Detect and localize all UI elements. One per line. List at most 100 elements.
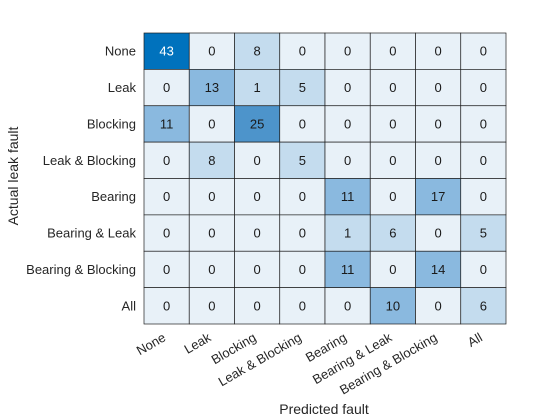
heatmap-cell	[234, 141, 281, 179]
y-tick-label-blocking: Blocking	[87, 116, 136, 131]
cell-value-label: 5	[299, 153, 306, 168]
y-tick-label-leak: Leak	[108, 80, 137, 95]
cell-value-label: 0	[254, 189, 261, 204]
cell-value-label: 0	[299, 298, 306, 313]
heatmap-cell	[369, 287, 416, 325]
heatmap-cell	[143, 105, 190, 143]
cell-value-label: 0	[299, 226, 306, 241]
cell-value-label: 0	[163, 189, 170, 204]
heatmap-cell	[460, 105, 507, 143]
cell-value-label: 0	[163, 262, 170, 277]
y-axis-label: Actual leak fault	[5, 126, 21, 225]
y-tick-label-all: All	[122, 298, 137, 313]
heatmap-cell	[188, 32, 235, 70]
cell-value-label: 1	[344, 226, 351, 241]
y-tick-label-bearing-and-blocking: Bearing & Blocking	[26, 262, 136, 277]
heatmap-cell	[143, 141, 190, 179]
cell-value-label: 0	[480, 189, 487, 204]
heatmap-cell	[415, 214, 462, 252]
cell-value-label: 8	[208, 153, 215, 168]
cell-value-label: 43	[159, 44, 173, 59]
cell-value-label: 0	[389, 80, 396, 95]
cell-value-label: 0	[389, 153, 396, 168]
heatmap-cells	[143, 32, 507, 325]
y-tick-label-bearing-and-leak: Bearing & Leak	[47, 226, 136, 241]
heatmap-cell	[369, 69, 416, 107]
cell-value-label: 5	[480, 226, 487, 241]
cell-value-label: 0	[163, 153, 170, 168]
y-axis-tick-labels: None Leak Blocking Leak & Blocking Bearing Be…	[26, 44, 136, 314]
x-tick-label-all: All	[465, 330, 485, 350]
cell-value-label: 0	[389, 189, 396, 204]
cell-value-label: 0	[389, 44, 396, 59]
heatmap-cell	[234, 32, 281, 70]
cell-value-label: 0	[208, 116, 215, 131]
heatmap-cell	[324, 141, 371, 179]
cell-value-label: 0	[435, 80, 442, 95]
cell-value-label: 11	[160, 116, 174, 131]
cell-value-label: 0	[480, 80, 487, 95]
cell-value-label: 6	[480, 298, 487, 313]
cell-value-label: 0	[208, 44, 215, 59]
cell-value-label: 0	[435, 44, 442, 59]
heatmap-cell	[324, 214, 371, 252]
heatmap-cell	[324, 287, 371, 325]
heatmap-cell	[279, 141, 326, 179]
cell-value-label: 0	[163, 226, 170, 241]
heatmap-cell-labels: 43 0 8 0 0 0 0 00 13 1 5 0 0 0 011 0 25 0 0 0 0 00 8 0 5 0 0 0 00 0 0 0…	[159, 44, 487, 314]
cell-value-label: 0	[435, 226, 442, 241]
heatmap-cell	[324, 105, 371, 143]
cell-value-label: 0	[344, 153, 351, 168]
heatmap-cell	[460, 69, 507, 107]
cell-value-label: 0	[299, 189, 306, 204]
heatmap-cell	[188, 105, 235, 143]
cell-value-label: 0	[480, 262, 487, 277]
cell-value-label: 17	[431, 189, 445, 204]
heatmap-cell	[369, 214, 416, 252]
heatmap-cell	[415, 250, 462, 288]
cell-value-label: 0	[389, 116, 396, 131]
cell-value-label: 1	[254, 80, 261, 95]
heatmap-cell	[234, 287, 281, 325]
heatmap-cell	[143, 250, 190, 288]
cell-value-label: 0	[480, 116, 487, 131]
cell-value-label: 0	[344, 116, 351, 131]
cell-value-label: 0	[254, 153, 261, 168]
cell-value-label: 10	[386, 298, 400, 313]
x-axis-label: Predicted fault	[279, 401, 369, 417]
heatmap-cell	[324, 178, 371, 216]
cell-value-label: 0	[299, 116, 306, 131]
cell-value-label: 8	[254, 44, 261, 59]
heatmap-cell	[369, 32, 416, 70]
cell-value-label: 0	[344, 44, 351, 59]
heatmap-cell	[279, 287, 326, 325]
cell-value-label: 11	[341, 262, 355, 277]
cell-value-label: 0	[389, 262, 396, 277]
cell-value-label: 0	[208, 262, 215, 277]
cell-value-label: 0	[435, 116, 442, 131]
heatmap-cell	[415, 178, 462, 216]
cell-value-label: 13	[205, 80, 219, 95]
cell-value-label: 6	[389, 226, 396, 241]
cell-value-label: 0	[163, 298, 170, 313]
cell-value-label: 0	[163, 80, 170, 95]
cell-value-label: 5	[299, 80, 306, 95]
cell-value-label: 0	[480, 153, 487, 168]
x-tick-label-none: None	[134, 330, 168, 359]
x-tick-label-leak: Leak	[181, 329, 213, 356]
cell-value-label: 0	[299, 44, 306, 59]
heatmap-cell	[460, 287, 507, 325]
heatmap-cell	[324, 250, 371, 288]
heatmap-cell	[369, 250, 416, 288]
cell-value-label: 0	[208, 298, 215, 313]
y-tick-label-none: None	[105, 44, 136, 59]
cell-value-label: 0	[344, 298, 351, 313]
cell-value-label: 0	[435, 298, 442, 313]
y-tick-label-bearing: Bearing	[91, 189, 136, 204]
heatmap-cell	[369, 105, 416, 143]
y-tick-label-leak-and-blocking: Leak & Blocking	[43, 153, 136, 168]
cell-value-label: 0	[435, 153, 442, 168]
cell-value-label: 0	[208, 189, 215, 204]
